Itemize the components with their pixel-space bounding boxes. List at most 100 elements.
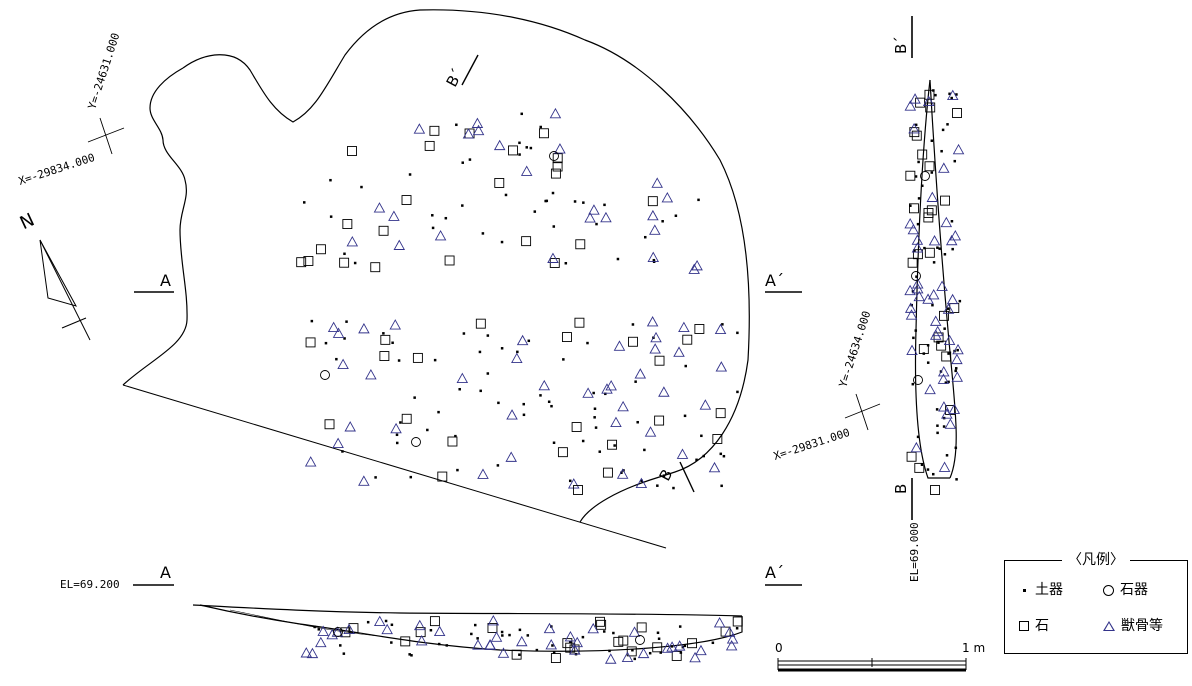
pottery-dot [636,420,639,424]
stone-square [687,638,698,649]
bone-triangle [911,278,924,289]
pottery-dot [341,450,344,453]
bone-triangle [651,177,663,188]
bone-triangle [647,251,660,262]
bone-triangle [605,380,617,391]
pottery-dot [520,112,523,116]
bone-triangle [926,191,939,202]
stone-square [521,236,532,247]
bone-triangle [326,628,338,640]
pottery-dot [581,439,585,443]
pottery-dot [456,468,459,472]
pottery-dot [735,627,739,630]
pottery-dot [413,396,416,399]
pottery-dot [433,358,437,362]
stone-square [378,225,389,236]
bone-triangle [927,289,940,300]
bone-triangle [699,399,712,410]
bone-triangle [413,123,426,134]
bone-triangle [938,401,950,412]
pottery-dot [552,225,556,228]
bone-triangle [433,625,446,637]
bone-triangle [689,651,701,663]
scale-bar: 0 1 m [775,641,985,672]
stone-square [652,642,663,653]
bone-triangle [930,329,942,340]
pottery-dot [700,434,703,438]
coord-label-y-right: Y=-24634.000 [836,309,873,389]
pottery-dot [640,479,644,483]
pottery-dot [593,416,596,419]
pottery-dot [631,648,634,652]
bone-triangle [315,636,327,648]
pottery-dot [702,454,705,458]
stone-square [933,332,944,343]
stone-square [915,97,926,108]
bone-triangle [317,625,329,636]
stone-square [732,616,743,627]
bone-triangle [358,322,370,334]
pottery-dot [317,628,321,631]
bone-triangle [938,461,951,472]
pottery-dot [353,261,357,265]
stone-square [905,170,916,181]
bone-triangle [343,623,355,635]
pottery-dot [951,247,954,251]
pottery-dot [670,645,674,648]
legend-label-stone-tool: 石器 [1120,582,1148,598]
stone-square [424,140,435,151]
stone-square [924,89,935,100]
section-marker-b-prime-plan: B´ [443,54,479,90]
pottery-dot [382,332,385,335]
pottery-dot [552,651,556,654]
pottery-dot [409,475,413,479]
pottery-dot [533,210,537,213]
stone-square [923,212,934,223]
bone-triangle [910,441,923,453]
pottery-dot [342,652,346,655]
stone-square [315,244,326,255]
pottery-dot [944,381,948,384]
bone-triangle [571,636,583,648]
pottery-dot [343,337,346,340]
bone-triangle [511,352,523,363]
bone-triangle [516,635,528,647]
pottery-dot [678,625,682,628]
square-icon [1019,621,1029,631]
pottery-dot [458,387,461,391]
stone-square [618,635,629,646]
stone-square [494,177,505,188]
coord-cross-right: Y=-24634.000 X=-29831.000 [772,309,881,463]
pottery-dot [366,620,370,624]
pottery-dot [633,657,637,661]
bone-triangle [472,639,484,650]
bone-triangle [610,416,622,428]
pottery-dot [932,472,935,476]
pottery-dot [950,219,954,223]
stone-square [429,125,440,136]
pottery-dot [659,651,662,654]
pottery-dot [455,123,458,127]
pottery-dot [948,92,951,96]
pottery-dot [390,623,394,627]
stone-square [305,337,316,348]
bone-triangle [649,343,661,354]
bone-triangle [725,640,738,651]
bone-triangle [365,369,377,380]
pottery-dot [522,402,525,406]
bone-triangle [726,633,739,644]
pit-outline [182,9,750,523]
el-label-a: EL=69.200 [60,578,120,591]
bone-triangle [951,371,964,382]
stone-square [339,257,350,268]
bone-triangle [472,124,485,136]
pottery-dot [431,226,435,230]
bone-triangle [634,368,647,379]
stone-square [324,419,335,430]
stone-square [911,130,922,141]
bone-triangle [516,334,529,346]
pottery-dot [408,173,412,176]
pottery-dot [518,628,522,632]
stone-square [626,646,637,657]
bone-triangle [358,475,370,486]
